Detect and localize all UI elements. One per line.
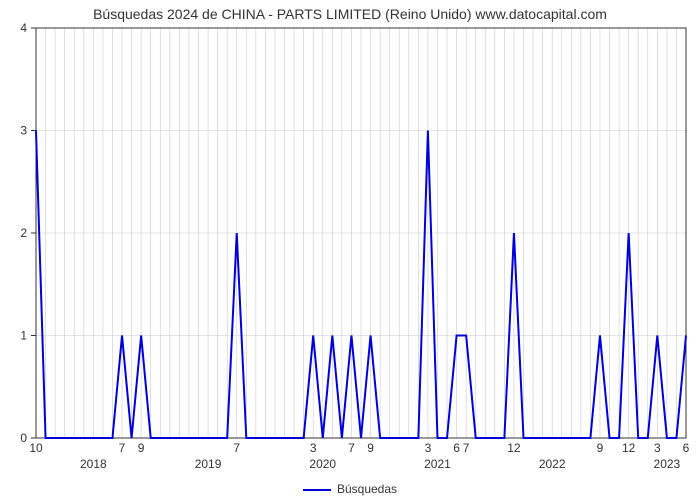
- svg-text:9: 9: [138, 441, 145, 455]
- svg-text:1: 1: [20, 329, 27, 343]
- svg-text:2019: 2019: [195, 457, 222, 471]
- svg-text:3: 3: [654, 441, 661, 455]
- svg-text:2022: 2022: [539, 457, 566, 471]
- legend-swatch: [303, 489, 331, 491]
- svg-text:3: 3: [20, 124, 27, 138]
- svg-text:2023: 2023: [654, 457, 681, 471]
- svg-text:7: 7: [348, 441, 355, 455]
- svg-text:4: 4: [20, 21, 27, 35]
- svg-text:6: 6: [453, 441, 460, 455]
- chart-svg: 0123410797379367129123620182019202020212…: [0, 0, 700, 500]
- svg-text:2020: 2020: [309, 457, 336, 471]
- svg-text:3: 3: [310, 441, 317, 455]
- svg-text:12: 12: [622, 441, 636, 455]
- svg-text:10: 10: [29, 441, 43, 455]
- svg-text:2: 2: [20, 226, 27, 240]
- svg-text:7: 7: [463, 441, 470, 455]
- svg-text:9: 9: [367, 441, 374, 455]
- legend-label: Búsquedas: [337, 482, 397, 496]
- legend: Búsquedas: [0, 482, 700, 496]
- svg-text:2018: 2018: [80, 457, 107, 471]
- svg-text:2021: 2021: [424, 457, 451, 471]
- chart-title: Búsquedas 2024 de CHINA - PARTS LIMITED …: [0, 6, 700, 22]
- svg-text:3: 3: [425, 441, 432, 455]
- chart-container: Búsquedas 2024 de CHINA - PARTS LIMITED …: [0, 0, 700, 500]
- svg-text:7: 7: [233, 441, 240, 455]
- svg-text:0: 0: [20, 431, 27, 445]
- svg-text:9: 9: [597, 441, 604, 455]
- svg-text:12: 12: [507, 441, 521, 455]
- svg-text:7: 7: [119, 441, 126, 455]
- svg-text:6: 6: [683, 441, 690, 455]
